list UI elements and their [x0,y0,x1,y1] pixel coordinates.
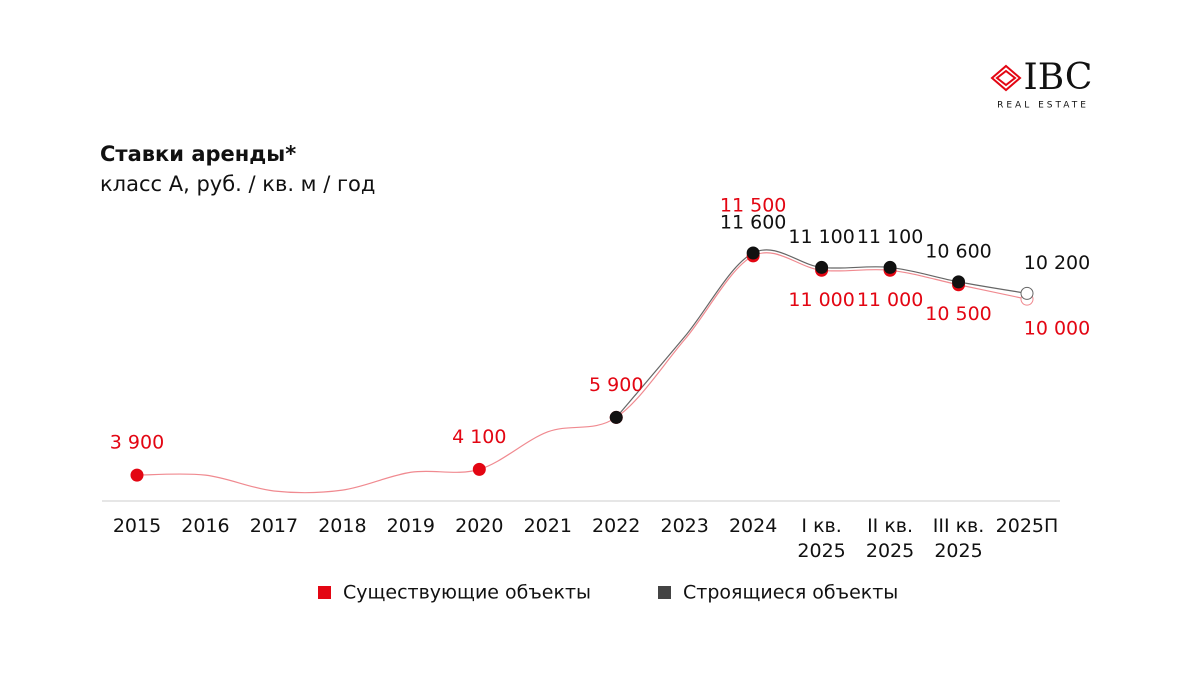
legend-label: Существующие объекты [343,582,591,604]
logo-subtitle: REAL ESTATE [997,101,1089,111]
x-tick-label: 2020 [455,515,504,537]
logo-icon [990,64,1022,92]
value-label: 5 900 [589,374,643,396]
x-tick-label: 2016 [181,515,230,537]
data-point [1020,286,1034,300]
value-label: 3 900 [110,432,164,454]
x-tick-label: 2025П [995,515,1059,537]
value-label: 11 000 [788,289,854,311]
value-label: 11 000 [857,289,923,311]
x-tick-label: 2021 [523,515,572,537]
legend-label: Строящиеся объекты [683,582,898,604]
value-label: 11 100 [788,226,854,248]
logo: IBC REAL ESTATE [990,57,1093,111]
x-tick-label: 2023 [660,515,709,537]
logo-mark: IBC [1024,57,1093,98]
x-tick-label: 2022 [592,515,641,537]
x-tick-label: II кв. 2025 [865,515,915,562]
value-label: 10 500 [925,303,991,325]
legend-swatch [318,586,331,599]
legend-swatch [658,586,671,599]
x-tick-label: 2024 [728,515,778,537]
data-point [472,462,486,476]
series-line [136,252,1028,494]
x-tick-label: 2018 [318,515,367,537]
value-label: 11 100 [857,226,923,248]
chart-subtitle: класс А, руб. / кв. м / год [100,172,375,196]
data-point [815,260,829,274]
x-tick-label: 2015 [112,515,162,537]
data-point [609,410,623,424]
value-label: 11 500 [720,194,786,216]
data-point [130,468,144,482]
value-label: 11 600 [720,212,786,234]
value-label: 4 100 [452,426,506,448]
value-label: 10 200 [1024,252,1090,274]
x-tick-label: III кв. 2025 [932,515,985,562]
x-tick-label: I кв. 2025 [797,515,846,562]
x-tick-label: 2017 [249,515,299,537]
data-point [952,275,966,289]
data-point [883,260,897,274]
value-label: 10 600 [925,240,991,262]
data-point [746,246,760,260]
chart-title: Ставки аренды* [100,142,296,166]
value-label: 10 000 [1024,318,1090,340]
x-tick-label: 2019 [386,515,436,537]
